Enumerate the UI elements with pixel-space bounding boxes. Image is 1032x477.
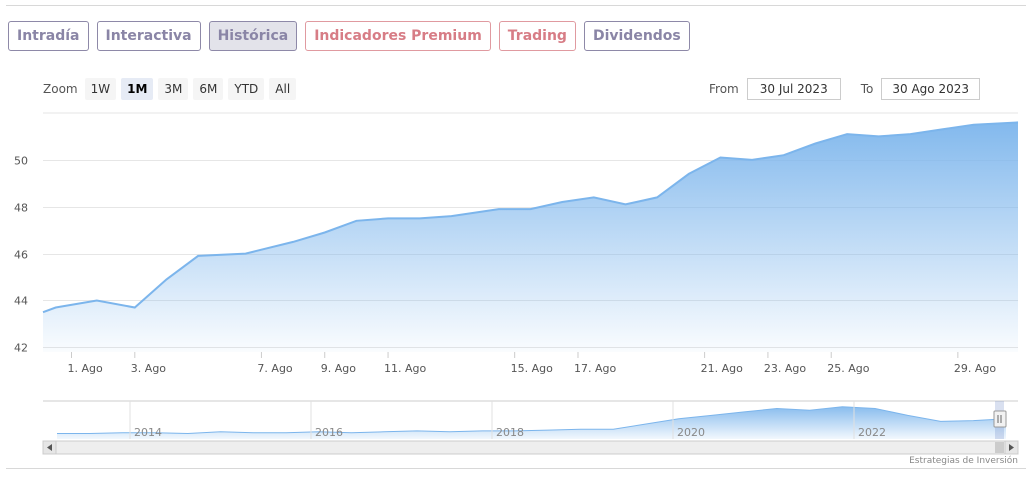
navigator-handle[interactable] — [993, 410, 1007, 428]
x-tick-label: 11. Ago — [384, 362, 426, 375]
navigator-year-label: 2020 — [677, 426, 705, 439]
navigator-year-label: 2018 — [496, 426, 524, 439]
x-tick-label: 21. Ago — [701, 362, 743, 375]
bottom-divider — [6, 468, 1026, 469]
zoom-label: Zoom — [43, 82, 78, 96]
zoom-ytd-button[interactable]: YTD — [228, 78, 265, 100]
tab-interactiva[interactable]: Interactiva — [96, 21, 201, 51]
navigator-year-label: 2022 — [858, 426, 886, 439]
navigator-area — [57, 406, 1006, 439]
x-tick-label: 3. Ago — [131, 362, 166, 375]
y-tick-label: 42 — [14, 342, 28, 355]
y-axis: 42 44 46 48 50 — [14, 155, 28, 355]
price-series — [42, 121, 1019, 353]
chart-type-tabs: Intradía Interactiva Histórica Indicador… — [8, 21, 690, 51]
price-area — [43, 122, 1018, 353]
scrollbar-thumb[interactable] — [995, 442, 1004, 453]
zoom-3m-button[interactable]: 3M — [158, 78, 189, 100]
credit-label: Estrategias de Inversión — [909, 456, 1018, 466]
zoom-all-button[interactable]: All — [269, 78, 297, 100]
y-tick-label: 48 — [14, 202, 28, 215]
from-date-input[interactable]: 30 Jul 2023 — [746, 78, 841, 100]
tab-indicadores-premium[interactable]: Indicadores Premium — [305, 21, 491, 51]
to-label: To — [860, 82, 874, 96]
top-divider — [6, 5, 1026, 6]
date-range-selector: From 30 Jul 2023 To 30 Ago 2023 — [709, 78, 980, 100]
zoom-1m-button[interactable]: 1M — [121, 78, 154, 100]
x-tick-label: 29. Ago — [954, 362, 996, 375]
arrow-right-icon — [1009, 444, 1014, 451]
tab-intradia[interactable]: Intradía — [8, 21, 89, 51]
zoom-6m-button[interactable]: 6M — [193, 78, 224, 100]
x-tick-label: 23. Ago — [764, 362, 806, 375]
zoom-1w-button[interactable]: 1W — [84, 78, 117, 100]
navigator-year-label: 2014 — [134, 426, 162, 439]
from-label: From — [709, 82, 739, 96]
y-tick-label: 50 — [14, 155, 28, 168]
scrollbar-track — [42, 440, 1019, 455]
x-tick-label: 1. Ago — [67, 362, 102, 375]
tab-dividendos[interactable]: Dividendos — [583, 21, 690, 51]
x-tick-label: 17. Ago — [574, 362, 616, 375]
tab-trading[interactable]: Trading — [498, 21, 576, 51]
tab-historica[interactable]: Histórica — [208, 21, 298, 51]
y-tick-label: 46 — [14, 249, 28, 262]
y-tick-label: 44 — [14, 295, 28, 308]
navigator[interactable]: 2014 2016 2018 2020 2022 — [42, 400, 1019, 455]
x-tick-label: 25. Ago — [827, 362, 869, 375]
arrow-left-icon — [47, 444, 52, 451]
x-tick-label: 7. Ago — [257, 362, 292, 375]
x-tick-label: 9. Ago — [321, 362, 356, 375]
navigator-year-label: 2016 — [315, 426, 343, 439]
x-axis: 1. Ago 3. Ago 7. Ago 9. Ago 11. Ago 15. Ago 17… — [67, 352, 996, 375]
navigator-line — [57, 406, 1007, 435]
price-line — [42, 121, 1019, 314]
zoom-selector: Zoom 1W 1M 3M 6M YTD All — [43, 78, 297, 100]
x-tick-label: 15. Ago — [511, 362, 553, 375]
to-date-input[interactable]: 30 Ago 2023 — [881, 78, 980, 100]
